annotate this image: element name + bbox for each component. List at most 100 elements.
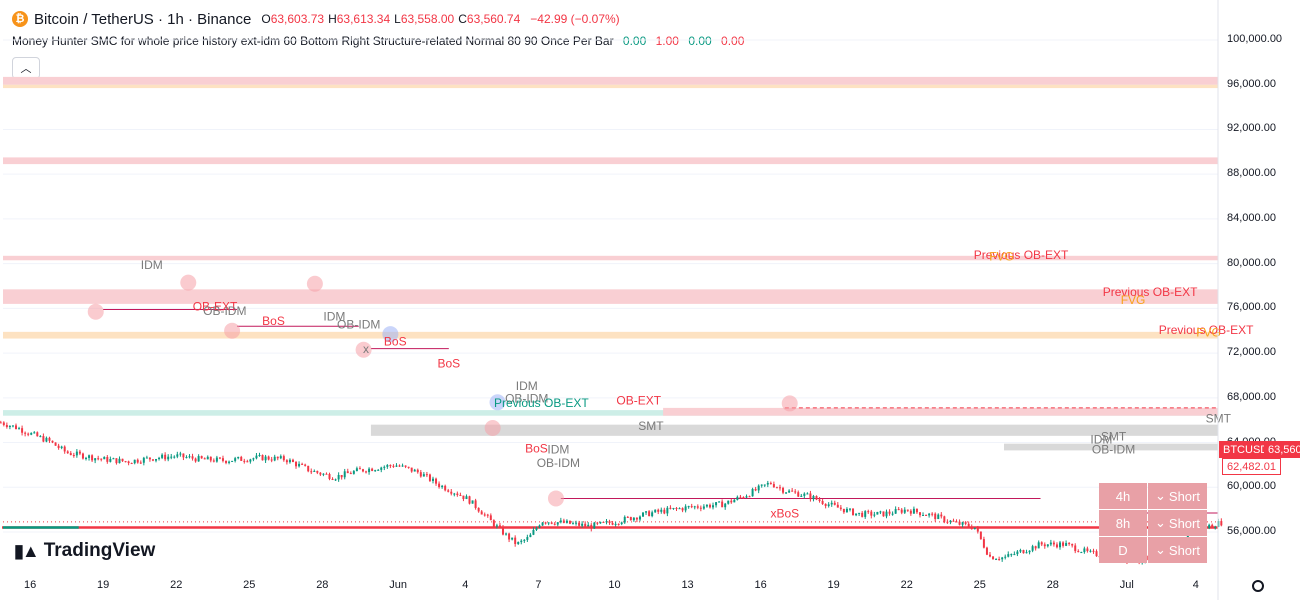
candle-body <box>529 534 532 538</box>
signal-row: D ⌄ Short <box>1099 537 1207 563</box>
candle-body <box>1052 542 1055 545</box>
candle-body <box>459 495 462 497</box>
candle-body <box>352 471 355 474</box>
candle-body <box>556 522 559 525</box>
candle-body <box>255 455 258 459</box>
candle-body <box>118 458 121 464</box>
candle-body <box>371 468 374 471</box>
candle-body <box>176 454 179 457</box>
open-value: 63,603.73 <box>270 12 325 26</box>
candle-body <box>581 523 584 526</box>
candle-body <box>1071 544 1074 546</box>
candle-body <box>337 474 340 480</box>
candle-body <box>864 511 867 517</box>
indicator-value-1: 0.00 <box>622 34 647 48</box>
candle-body <box>483 514 486 516</box>
candle-body <box>590 524 593 529</box>
candle-body <box>1049 542 1052 545</box>
candle-body <box>879 511 882 513</box>
low-value: 63,558.00 <box>400 12 455 26</box>
candle-body <box>763 484 766 486</box>
candle-body <box>599 521 602 524</box>
tradingview-logo[interactable]: ▮▲ TradingView <box>14 540 155 562</box>
candle-body <box>824 503 827 506</box>
candle-body <box>407 466 410 468</box>
candle-body <box>772 484 775 488</box>
candle-body <box>298 463 301 467</box>
timeframe-cell: D <box>1099 537 1147 563</box>
candle-body <box>264 456 267 461</box>
time-tick-label: 19 <box>827 579 840 591</box>
candle-body <box>91 455 94 461</box>
price-tick-label: 92,000.00 <box>1227 122 1276 135</box>
candle-body <box>669 507 672 509</box>
candle-body <box>818 499 821 501</box>
candle-body <box>392 465 395 467</box>
candle-body <box>462 495 465 500</box>
candle-body <box>30 433 33 435</box>
candle-body <box>69 453 72 456</box>
candle-body <box>164 454 167 460</box>
candle-body <box>447 490 450 492</box>
candle-body <box>215 457 218 462</box>
secondary-price-tag: 62,482.01 <box>1222 458 1281 475</box>
indicator-name: Money Hunter SMC for whole price history… <box>12 34 614 48</box>
candle-body <box>206 456 209 460</box>
candle-body <box>900 509 903 513</box>
candle-body <box>1031 546 1034 551</box>
candle-body <box>949 520 952 522</box>
swing-marker <box>355 341 372 358</box>
candle-body <box>775 487 778 489</box>
high-value: 63,613.34 <box>336 12 391 26</box>
candle-body <box>992 556 995 560</box>
candle-body <box>243 460 246 462</box>
symbol-title[interactable]: Bitcoin / TetherUS · 1h · Binance <box>34 10 252 28</box>
candle-body <box>842 508 845 513</box>
candle-body <box>736 496 739 500</box>
signal-label: Short <box>1168 488 1200 504</box>
chart-header: ₿ Bitcoin / TetherUS · 1h · Binance O 63,… <box>12 8 620 30</box>
candle-body <box>1095 551 1098 557</box>
candle-body <box>21 428 24 433</box>
candle-body <box>246 461 249 463</box>
chart-annotation: IDM <box>141 258 163 272</box>
gear-icon[interactable] <box>1252 580 1264 592</box>
chart-annotation: OB-IDM <box>203 304 246 318</box>
candle-body <box>45 437 48 442</box>
candle-body <box>712 505 715 508</box>
candle-body <box>724 503 727 508</box>
candle-body <box>535 527 538 530</box>
candle-body <box>727 500 730 504</box>
indicator-legend[interactable]: Money Hunter SMC for whole price history… <box>12 34 744 48</box>
candle-body <box>167 456 170 460</box>
candle-body <box>970 526 973 530</box>
candle-body <box>1010 554 1013 556</box>
candle-body <box>632 517 635 521</box>
time-tick-label: 4 <box>1192 579 1199 591</box>
candle-body <box>559 520 562 523</box>
candle-body <box>112 458 115 460</box>
candle-body <box>200 456 203 459</box>
candle-body <box>182 453 185 458</box>
candle-body <box>1055 544 1058 548</box>
candle-body <box>419 472 422 477</box>
price-tick-label: 72,000.00 <box>1227 346 1276 359</box>
candle-body <box>903 509 906 513</box>
candle-body <box>2 422 5 425</box>
time-tick-label: 25 <box>973 579 986 591</box>
candle-body <box>389 465 392 467</box>
candle-body <box>398 465 401 467</box>
candle-body <box>809 493 812 500</box>
candle-body <box>867 511 870 513</box>
candle-body <box>316 470 319 473</box>
candle-body <box>261 455 264 461</box>
candle-body <box>158 457 161 460</box>
candle-body <box>961 522 964 525</box>
chart-annotation: FVG <box>1121 293 1146 307</box>
candle-body <box>645 511 648 513</box>
candle-body <box>660 509 663 512</box>
candle-body <box>693 506 696 508</box>
tradingview-logo-icon: ▮▲ <box>14 540 40 561</box>
price-tick-label: 68,000.00 <box>1227 390 1276 403</box>
